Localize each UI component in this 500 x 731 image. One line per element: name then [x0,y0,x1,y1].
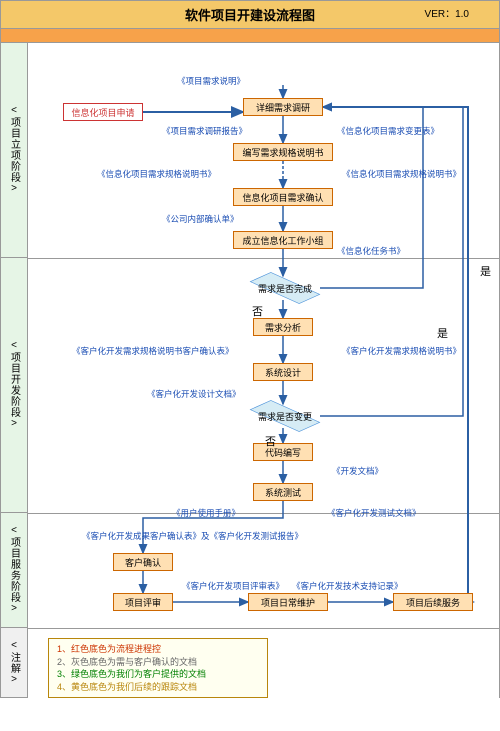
node-n_maint: 项目日常维护 [248,593,328,611]
phase-1: <项目立项阶段> [0,43,28,258]
row-sep [28,628,499,629]
legend-line-3: 3、绿色底色为我们为客户提供的文档 [57,668,259,681]
node-n_cust: 客户确认 [113,553,173,571]
node-n_research: 详细需求调研 [243,98,323,116]
row-sep [28,513,499,514]
doc-doc11: 《开发文档》 [328,463,387,479]
label-no2: 否 [261,431,280,451]
decision-d2: 需求是否变更 [250,401,320,431]
label-yes1: 是 [476,261,495,281]
node-n_review: 项目评审 [113,593,173,611]
doc-doc2: 《项目需求调研报告》 [158,123,251,139]
doc-doc12: 《用户使用手册》 [168,505,244,521]
doc-doc16: 《客户化开发技术支持记录》 [288,578,407,594]
phase-2: <项目开发阶段> [0,258,28,513]
legend-line-1: 1、红色底色为流程进程控 [57,643,259,656]
doc-doc7: 《信息化任务书》 [333,243,409,259]
doc-doc5: 《信息化项目需求规格说明书》 [338,166,465,182]
doc-doc6: 《公司内部确认单》 [158,211,243,227]
main-area: <项目立项阶段> <项目开发阶段> <项目服务阶段> <注解> 1、红色底色为流… [0,43,500,698]
legend-box: 1、红色底色为流程进程控 2、灰色底色为需与客户确认的文档 3、绿色底色为我们为… [48,638,268,698]
flow-canvas: 1、红色底色为流程进程控 2、灰色底色为需与客户确认的文档 3、绿色底色为我们为… [28,43,500,698]
node-n_apply: 信息化项目申请 [63,103,143,121]
sub-bar [0,29,500,43]
phase-3: <项目服务阶段> [0,513,28,628]
doc-doc1: 《项目需求说明》 [173,73,249,89]
doc-doc15: 《客户化开发项目评审表》 [178,578,288,594]
row-sep [28,258,499,259]
legend-line-2: 2、灰色底色为需与客户确认的文档 [57,656,259,669]
legend-line-4: 4、黄色底色为我们后续的跟踪文档 [57,681,259,694]
node-n_design: 系统设计 [253,363,313,381]
phase-column: <项目立项阶段> <项目开发阶段> <项目服务阶段> <注解> [0,43,28,698]
node-n_follow: 项目后续服务 [393,593,473,611]
node-n_spec: 编写需求规格说明书 [233,143,333,161]
doc-doc10: 《客户化开发设计文档》 [143,386,245,402]
phase-4: <注解> [0,628,28,698]
doc-doc13: 《客户化开发测试文档》 [323,505,425,521]
decision-d1: 需求是否完成 [250,273,320,303]
doc-doc4: 《信息化项目需求规格说明书》 [93,166,220,182]
label-yes2: 是 [433,323,452,343]
doc-doc8: 《客户化开发需求规格说明书客户确认表》 [68,343,238,359]
page-title: 软件项目开建设流程图 [185,8,315,23]
label-no1: 否 [248,301,267,321]
node-n_test: 系统测试 [253,483,313,501]
version-label: VER：1.0 [425,5,469,20]
title-bar: 软件项目开建设流程图 VER：1.0 [0,0,500,29]
doc-doc14: 《客户化开发成果客户确认表》及《客户化开发测试报告》 [78,528,307,544]
node-n_team: 成立信息化工作小组 [233,231,333,249]
doc-doc9: 《客户化开发需求规格说明书》 [338,343,465,359]
node-n_confirm: 信息化项目需求确认 [233,188,333,206]
doc-doc3: 《信息化项目需求变更表》 [333,123,443,139]
